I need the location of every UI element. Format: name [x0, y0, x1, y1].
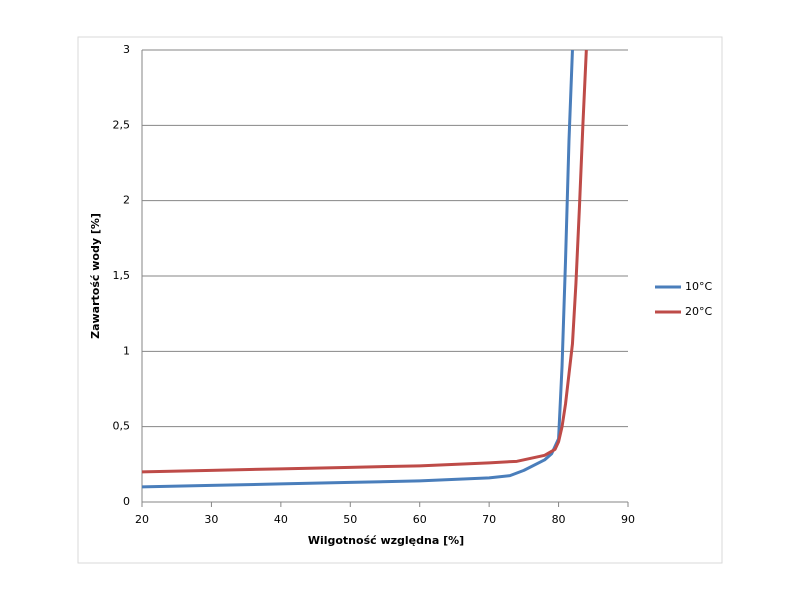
y-tick-label: 1 [123, 344, 130, 357]
data-line [141, 49, 588, 474]
x-tick-label: 50 [343, 513, 357, 526]
x-tick-label: 40 [274, 513, 288, 526]
data-line [141, 49, 574, 489]
y-tick-label: 1,5 [113, 269, 131, 282]
x-tick-label: 90 [621, 513, 635, 526]
legend-label: 10°C [685, 280, 712, 293]
y-tick-label: 0,5 [113, 420, 131, 433]
y-tick-label: 0 [123, 495, 130, 508]
x-tick-label: 30 [204, 513, 218, 526]
y-tick-label: 3 [123, 43, 130, 56]
x-tick-label: 70 [482, 513, 496, 526]
chart-frame [77, 36, 723, 564]
y-axis-title: Zawartość wody [%] [89, 213, 102, 339]
x-axis-title: Wilgotność względna [%] [308, 534, 464, 547]
legend-label: 20°C [685, 305, 712, 318]
x-tick-label: 80 [552, 513, 566, 526]
x-tick-label: 20 [135, 513, 149, 526]
x-tick-label: 60 [413, 513, 427, 526]
y-tick-label: 2 [123, 194, 130, 207]
y-tick-label: 2,5 [113, 118, 131, 131]
